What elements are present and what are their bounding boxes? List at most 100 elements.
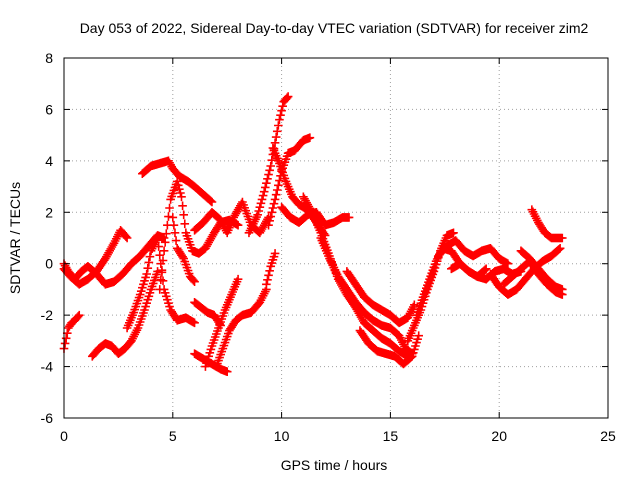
data-point-marker bbox=[262, 178, 271, 188]
data-point-marker bbox=[153, 233, 162, 243]
data-point-marker bbox=[202, 358, 211, 368]
x-axis-label: GPS time / hours bbox=[281, 457, 388, 473]
data-point-marker bbox=[144, 291, 154, 301]
data-point-marker bbox=[165, 203, 174, 213]
data-point-marker bbox=[265, 216, 274, 226]
data-point-marker bbox=[264, 270, 273, 280]
data-point-marker bbox=[260, 183, 270, 192]
data-point-marker bbox=[172, 177, 182, 186]
data-point-marker bbox=[266, 212, 276, 221]
data-point-marker bbox=[267, 258, 277, 268]
y-tick-label: 0 bbox=[45, 256, 53, 272]
data-point-marker bbox=[153, 267, 162, 276]
data-point-marker bbox=[140, 305, 149, 315]
data-point-marker bbox=[143, 263, 153, 273]
data-point-marker bbox=[138, 283, 147, 293]
data-point-marker bbox=[178, 201, 187, 211]
data-point-marker bbox=[122, 233, 132, 243]
data-point-marker bbox=[190, 277, 199, 287]
data-point-marker bbox=[165, 302, 174, 311]
data-point-marker bbox=[407, 351, 417, 361]
data-point-marker bbox=[155, 250, 165, 260]
data-point-marker bbox=[60, 339, 70, 348]
data-point-marker bbox=[154, 242, 163, 251]
data-point-marker bbox=[283, 92, 293, 101]
data-point-marker bbox=[269, 199, 279, 209]
data-point-marker bbox=[141, 273, 150, 282]
data-point-marker bbox=[164, 298, 173, 308]
data-point-marker bbox=[145, 252, 155, 261]
data-point-marker bbox=[62, 328, 72, 338]
data-points bbox=[59, 92, 567, 377]
data-point-marker bbox=[159, 246, 169, 256]
data-point-marker bbox=[406, 352, 416, 362]
data-point-marker bbox=[270, 138, 280, 148]
data-point-marker bbox=[257, 195, 267, 204]
x-tick-label: 25 bbox=[600, 428, 616, 444]
data-point-marker bbox=[268, 203, 278, 213]
data-point-marker bbox=[171, 236, 181, 245]
x-tick-label: 10 bbox=[274, 428, 290, 444]
data-point-marker bbox=[277, 106, 286, 116]
data-point-marker bbox=[264, 170, 273, 179]
data-point-marker bbox=[558, 233, 567, 243]
y-tick-label: 8 bbox=[45, 50, 53, 66]
series-satellite-track-5 bbox=[122, 233, 199, 333]
series-satellite-track-16 bbox=[264, 133, 315, 230]
data-point-marker bbox=[222, 367, 232, 377]
data-point-marker bbox=[145, 288, 155, 298]
data-point-marker bbox=[189, 276, 198, 285]
x-tick-label: 0 bbox=[60, 428, 68, 444]
data-point-marker bbox=[144, 258, 154, 267]
series-satellite-track-9 bbox=[190, 197, 273, 238]
data-point-marker bbox=[169, 220, 179, 230]
data-point-marker bbox=[274, 180, 283, 190]
data-point-marker bbox=[275, 115, 284, 125]
data-point-marker bbox=[270, 195, 280, 204]
data-point-marker bbox=[180, 219, 190, 229]
y-tick-label: 4 bbox=[45, 153, 53, 169]
data-point-marker bbox=[449, 228, 458, 238]
data-point-marker bbox=[263, 174, 272, 184]
data-point-marker bbox=[268, 255, 278, 265]
data-point-marker bbox=[272, 126, 282, 136]
data-point-marker bbox=[262, 279, 271, 289]
data-point-marker bbox=[206, 345, 216, 354]
data-point-marker bbox=[161, 291, 171, 301]
data-point-marker bbox=[161, 229, 171, 239]
data-point-marker bbox=[265, 165, 274, 175]
data-point-marker bbox=[344, 213, 354, 222]
data-point-marker bbox=[73, 312, 83, 321]
data-point-marker bbox=[233, 274, 243, 284]
data-point-marker bbox=[201, 362, 210, 371]
series-satellite-track-20 bbox=[316, 233, 417, 359]
data-point-marker bbox=[155, 285, 165, 294]
data-point-marker bbox=[410, 345, 419, 354]
y-tick-label: 2 bbox=[45, 204, 53, 220]
data-point-marker bbox=[274, 121, 283, 130]
data-point-marker bbox=[254, 206, 264, 216]
series-satellite-track-21 bbox=[342, 267, 419, 328]
data-point-marker bbox=[256, 198, 266, 208]
data-point-marker bbox=[266, 261, 276, 271]
series-satellite-track-3 bbox=[59, 310, 84, 353]
data-point-marker bbox=[270, 249, 280, 258]
data-point-marker bbox=[267, 207, 277, 217]
data-point-marker bbox=[408, 348, 418, 358]
data-point-marker bbox=[143, 295, 153, 305]
data-point-marker bbox=[74, 310, 84, 320]
data-point-marker bbox=[414, 331, 423, 341]
data-point-marker bbox=[282, 93, 292, 103]
data-point-marker bbox=[263, 275, 272, 285]
data-point-marker bbox=[558, 285, 567, 294]
x-tick-label: 5 bbox=[169, 428, 177, 444]
x-tick-label: 15 bbox=[383, 428, 399, 444]
data-point-marker bbox=[205, 348, 215, 358]
data-point-marker bbox=[253, 210, 262, 220]
y-tick-label: -6 bbox=[41, 410, 54, 426]
chart-title: Day 053 of 2022, Sidereal Day-to-day VTE… bbox=[80, 20, 589, 36]
data-point-marker bbox=[176, 188, 185, 198]
data-point-marker bbox=[255, 202, 265, 212]
y-axis-label: SDTVAR / TECUs bbox=[7, 182, 23, 294]
grid-lines bbox=[64, 58, 608, 418]
